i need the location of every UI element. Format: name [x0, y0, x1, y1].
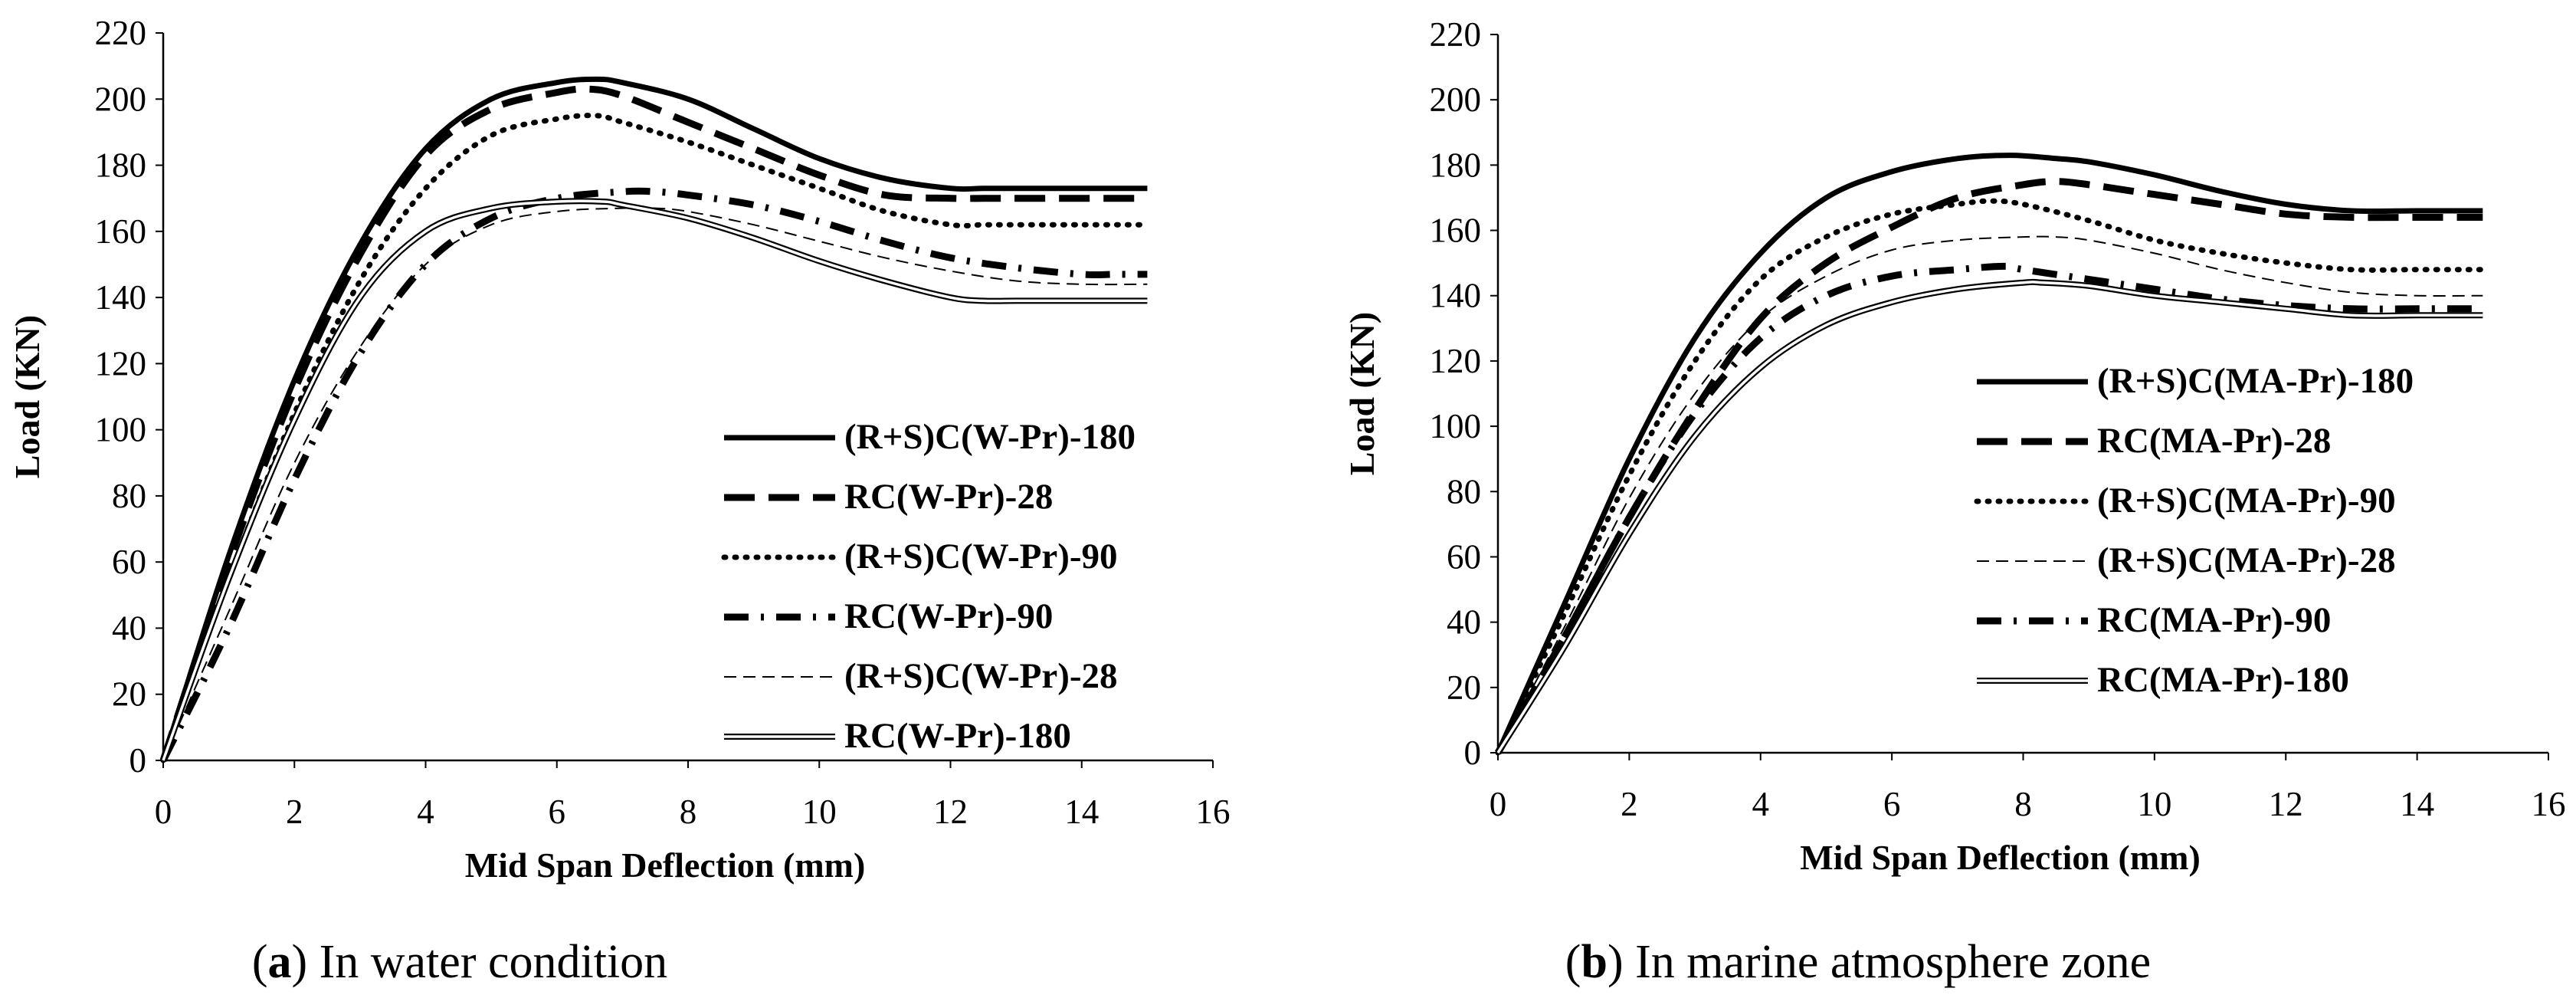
y-tick-label: 140: [1430, 277, 1482, 315]
y-tick-label: 20: [1447, 668, 1481, 707]
x-tick-label: 2: [286, 793, 303, 831]
y-tick-label: 220: [1430, 15, 1482, 54]
caption-a-text: In water condition: [320, 936, 668, 988]
series-line-3: [1495, 198, 2486, 756]
y-tick-label: 140: [95, 278, 147, 317]
x-tick-label: 12: [2269, 785, 2303, 823]
legend-label-3: (R+S)C(MA-Pr)-90: [2097, 481, 2396, 520]
series-line-6: [160, 198, 1148, 762]
y-tick-label: 40: [1447, 603, 1481, 642]
caption-b-text: In marine atmosphere zone: [1635, 936, 2151, 988]
series-lines: [159, 76, 1150, 763]
series-lines: [1495, 153, 2486, 756]
x-tick-label: 10: [802, 793, 837, 831]
y-tick-label: 60: [1447, 537, 1481, 576]
legend-label-3: (R+S)C(W-Pr)-90: [844, 537, 1118, 576]
y-tick-label: 200: [95, 80, 147, 118]
y-axis-title: Load (KN): [8, 315, 47, 478]
series-line-5: [1495, 262, 2483, 755]
legend-label-2: RC(W-Pr)-28: [844, 477, 1053, 517]
series-line-4: [159, 187, 1148, 763]
x-tick-label: 8: [680, 793, 697, 831]
x-axis-title: Mid Span Deflection (mm): [465, 845, 866, 885]
legend-label-2: RC(MA-Pr)-28: [2097, 421, 2331, 461]
x-tick-label: 16: [2532, 785, 2566, 823]
panel-b-chart: 0 20 40 60 80 100 120 140 160 180 200 220 0 2 4 6 8 10 12 1…: [1342, 15, 2566, 877]
y-tick-label: 180: [95, 146, 147, 185]
y-tick-label: 120: [1430, 342, 1482, 380]
y-axis-title: Load (KN): [1342, 312, 1381, 475]
caption-b-letter: b: [1581, 936, 1607, 988]
y-tick-label: 100: [95, 411, 147, 449]
x-tick-label: 14: [1064, 793, 1099, 831]
x-axis-title: Mid Span Deflection (mm): [1800, 838, 2201, 877]
y-tick-label: 80: [112, 477, 146, 515]
x-tick-label: 4: [417, 793, 434, 831]
x-tick-label: 14: [2400, 785, 2434, 823]
series-line-4: [1497, 235, 2483, 754]
legend: (R+S)C(W-Pr)-180 RC(W-Pr)-28 (R+S)C(W-Pr)-…: [721, 417, 1136, 756]
legend-label-1: (R+S)C(W-Pr)-180: [844, 417, 1136, 457]
series-line-1: [160, 76, 1148, 762]
y-tick-label: 160: [95, 212, 147, 251]
x-tick-label: 10: [2137, 785, 2171, 823]
legend-label-1: (R+S)C(MA-Pr)-180: [2097, 361, 2414, 401]
y-tick-label: 180: [1430, 146, 1482, 184]
y-tick-label: 220: [95, 14, 147, 52]
legend-label-4: (R+S)C(MA-Pr)-28: [2097, 540, 2396, 580]
x-tick-label: 4: [1752, 785, 1770, 823]
caption-b: (b) In marine atmosphere zone: [1565, 936, 2151, 988]
y-tick-label: 120: [95, 344, 147, 383]
series-line-6: [1495, 278, 2483, 755]
legend: (R+S)C(MA-Pr)-180 RC(MA-Pr)-28 (R+S)C(MA-P…: [1974, 361, 2414, 700]
series-line-1: [1495, 153, 2483, 754]
series-line-2: [159, 85, 1148, 762]
legend-label-6: RC(W-Pr)-180: [844, 716, 1071, 756]
x-tick-label: 0: [155, 793, 172, 831]
caption-a-letter: a: [267, 936, 291, 988]
y-tick-label: 20: [112, 675, 146, 714]
x-tick-label: 6: [1883, 785, 1901, 823]
y-tick-label: 60: [112, 543, 146, 581]
y-tick-label: 80: [1447, 472, 1481, 511]
panel-a-chart: 0 20 40 60 80 100 120 140 160 180 200 220 0 2 4 6 8 10 12 1…: [8, 14, 1231, 885]
x-tick-label: 12: [933, 793, 968, 831]
y-tick-label: 0: [1464, 734, 1482, 772]
y-tick-label: 40: [112, 609, 146, 647]
x-tick-label: 0: [1490, 785, 1507, 823]
x-tick-label: 6: [549, 793, 566, 831]
x-tick-label: 8: [2014, 785, 2032, 823]
caption-a: (a) In water condition: [252, 936, 667, 988]
legend-label-6: RC(MA-Pr)-180: [2097, 660, 2349, 700]
y-tick-label: 0: [129, 741, 147, 780]
series-line-3: [160, 113, 1150, 763]
x-tick-label: 16: [1196, 793, 1231, 831]
y-tick-label: 200: [1430, 80, 1482, 119]
y-tick-label: 160: [1430, 212, 1482, 250]
y-tick-label: 100: [1430, 407, 1482, 445]
legend-label-5: RC(MA-Pr)-90: [2097, 600, 2331, 640]
x-tick-label: 2: [1621, 785, 1638, 823]
legend-label-4: RC(W-Pr)-90: [844, 596, 1053, 636]
legend-label-5: (R+S)C(W-Pr)-28: [844, 656, 1118, 696]
